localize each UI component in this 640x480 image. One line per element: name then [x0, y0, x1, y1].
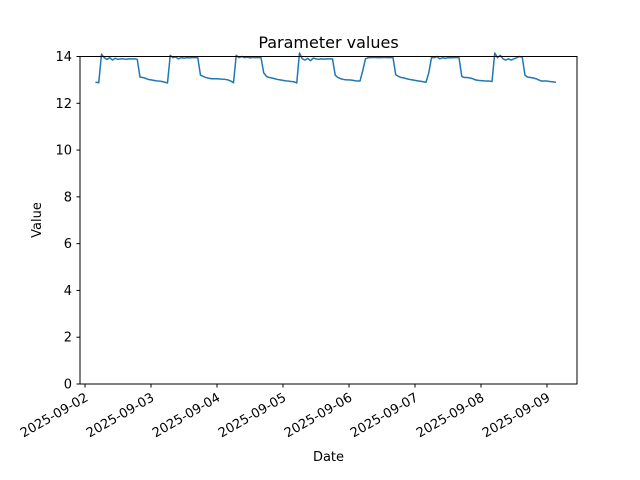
axes-frame — [79, 56, 578, 385]
x-tick-label: 2025-09-02 — [18, 390, 91, 441]
y-tick-label: 10 — [55, 144, 72, 159]
y-axis-label: Value — [30, 202, 45, 238]
x-tick-label: 2025-09-07 — [348, 390, 421, 441]
y-tick-label: 8 — [64, 190, 72, 205]
y-tick-label: 14 — [55, 50, 72, 65]
x-tick-label: 2025-09-04 — [150, 390, 223, 441]
x-tick-label: 2025-09-05 — [216, 390, 289, 441]
y-tick-label: 12 — [55, 97, 72, 112]
chart-title: Parameter values — [258, 33, 398, 52]
y-axis-ticks: 0 2 4 6 8 10 12 14 — [55, 50, 80, 393]
x-axis-label: Date — [313, 450, 344, 465]
y-tick-label: 0 — [64, 378, 72, 393]
x-tick-label: 2025-09-03 — [84, 390, 157, 441]
y-tick-label: 4 — [64, 284, 72, 299]
y-tick-label: 6 — [64, 237, 72, 252]
y-tick-label: 2 — [64, 331, 72, 346]
data-line-series — [95, 52, 556, 84]
x-tick-label: 2025-09-09 — [480, 390, 553, 441]
x-tick-label: 2025-09-06 — [282, 390, 355, 441]
x-tick-label: 2025-09-08 — [414, 390, 487, 441]
x-axis-ticks: 2025-09-022025-09-032025-09-042025-09-05… — [18, 384, 553, 441]
